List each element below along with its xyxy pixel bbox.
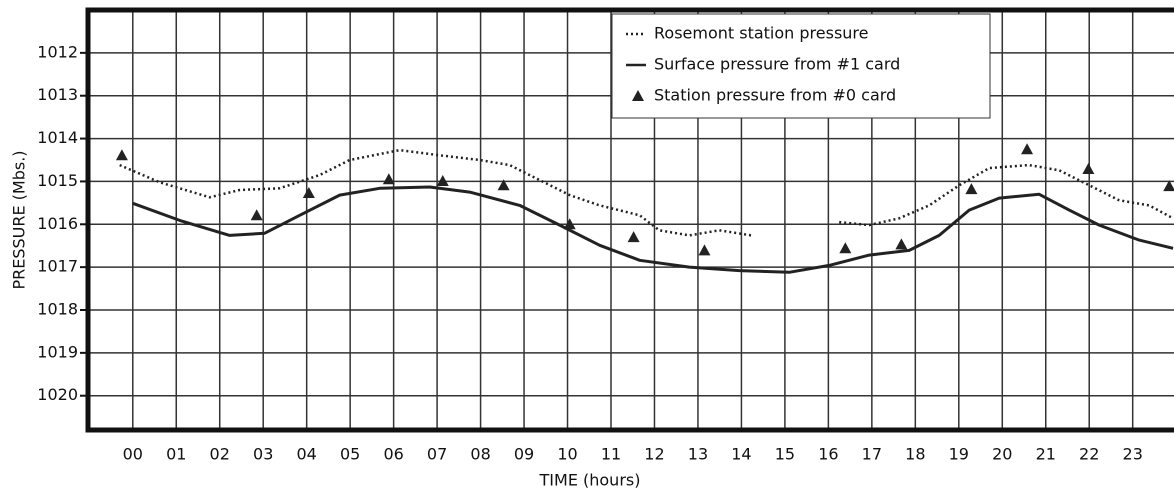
- x-axis-label: TIME (hours): [539, 471, 641, 490]
- x-tick-label: 09: [514, 445, 534, 464]
- x-tick-label: 17: [862, 445, 882, 464]
- station-marker: [302, 187, 315, 198]
- x-tick-label: 20: [992, 445, 1012, 464]
- station-marker: [1082, 163, 1095, 174]
- x-tick-label: 06: [383, 445, 403, 464]
- x-tick-label: 15: [775, 445, 795, 464]
- station-marker: [1021, 143, 1034, 155]
- x-tick-label: 10: [557, 445, 577, 464]
- y-tick-label: 1014: [37, 128, 78, 147]
- x-tick-label: 11: [601, 445, 621, 464]
- x-tick-label: 22: [1079, 445, 1099, 464]
- x-tick-label: 02: [210, 445, 230, 464]
- y-axis-label: PRESSURE (Mbs.): [10, 150, 29, 289]
- station-marker: [436, 175, 449, 186]
- y-tick-label: 1019: [37, 342, 78, 361]
- station-marker: [627, 231, 640, 243]
- legend-label: Surface pressure from #1 card: [654, 55, 900, 74]
- x-tick-label: 12: [644, 445, 664, 464]
- x-tick-label: 03: [253, 445, 273, 464]
- x-tick-label: 13: [688, 445, 708, 464]
- station-marker: [839, 242, 852, 254]
- y-tick-label: 1017: [37, 257, 78, 276]
- x-tick-label: 07: [427, 445, 447, 464]
- x-tick-label: 18: [905, 445, 925, 464]
- x-tick-label: 16: [818, 445, 838, 464]
- legend-box: [611, 13, 991, 119]
- y-tick-label: 1013: [37, 85, 78, 104]
- x-tick-label: 23: [1123, 445, 1143, 464]
- station-marker: [115, 149, 128, 161]
- plot-frame: [85, 7, 1174, 433]
- x-tick-label: 19: [949, 445, 969, 464]
- x-tick-label: 08: [470, 445, 490, 464]
- station-marker: [895, 238, 908, 250]
- x-tick-label: 14: [731, 445, 751, 464]
- solid-line: [132, 185, 1174, 274]
- x-tick-label: 04: [296, 445, 316, 464]
- station-marker: [382, 173, 395, 185]
- station-marker: [1163, 180, 1174, 192]
- y-tick-label: 1020: [37, 385, 78, 404]
- station-marker: [497, 179, 510, 191]
- y-tick-label: 1015: [37, 171, 78, 190]
- x-tick-label: 01: [166, 445, 186, 464]
- y-tick-label: 1012: [37, 42, 78, 61]
- station-marker: [250, 209, 263, 221]
- station-marker: [563, 218, 576, 230]
- y-tick-label: 1016: [37, 214, 78, 233]
- legend-label: Station pressure from #0 card: [654, 86, 896, 105]
- x-tick-label: 00: [123, 445, 143, 464]
- x-tick-label: 21: [1036, 445, 1056, 464]
- legend-marker: [632, 90, 644, 101]
- station-marker: [965, 183, 978, 195]
- dotted-line: [119, 148, 1174, 237]
- x-tick-label: 05: [340, 445, 360, 464]
- y-tick-label: 1018: [37, 300, 78, 319]
- legend-label: Rosemont station pressure: [654, 24, 869, 43]
- station-marker: [698, 244, 711, 256]
